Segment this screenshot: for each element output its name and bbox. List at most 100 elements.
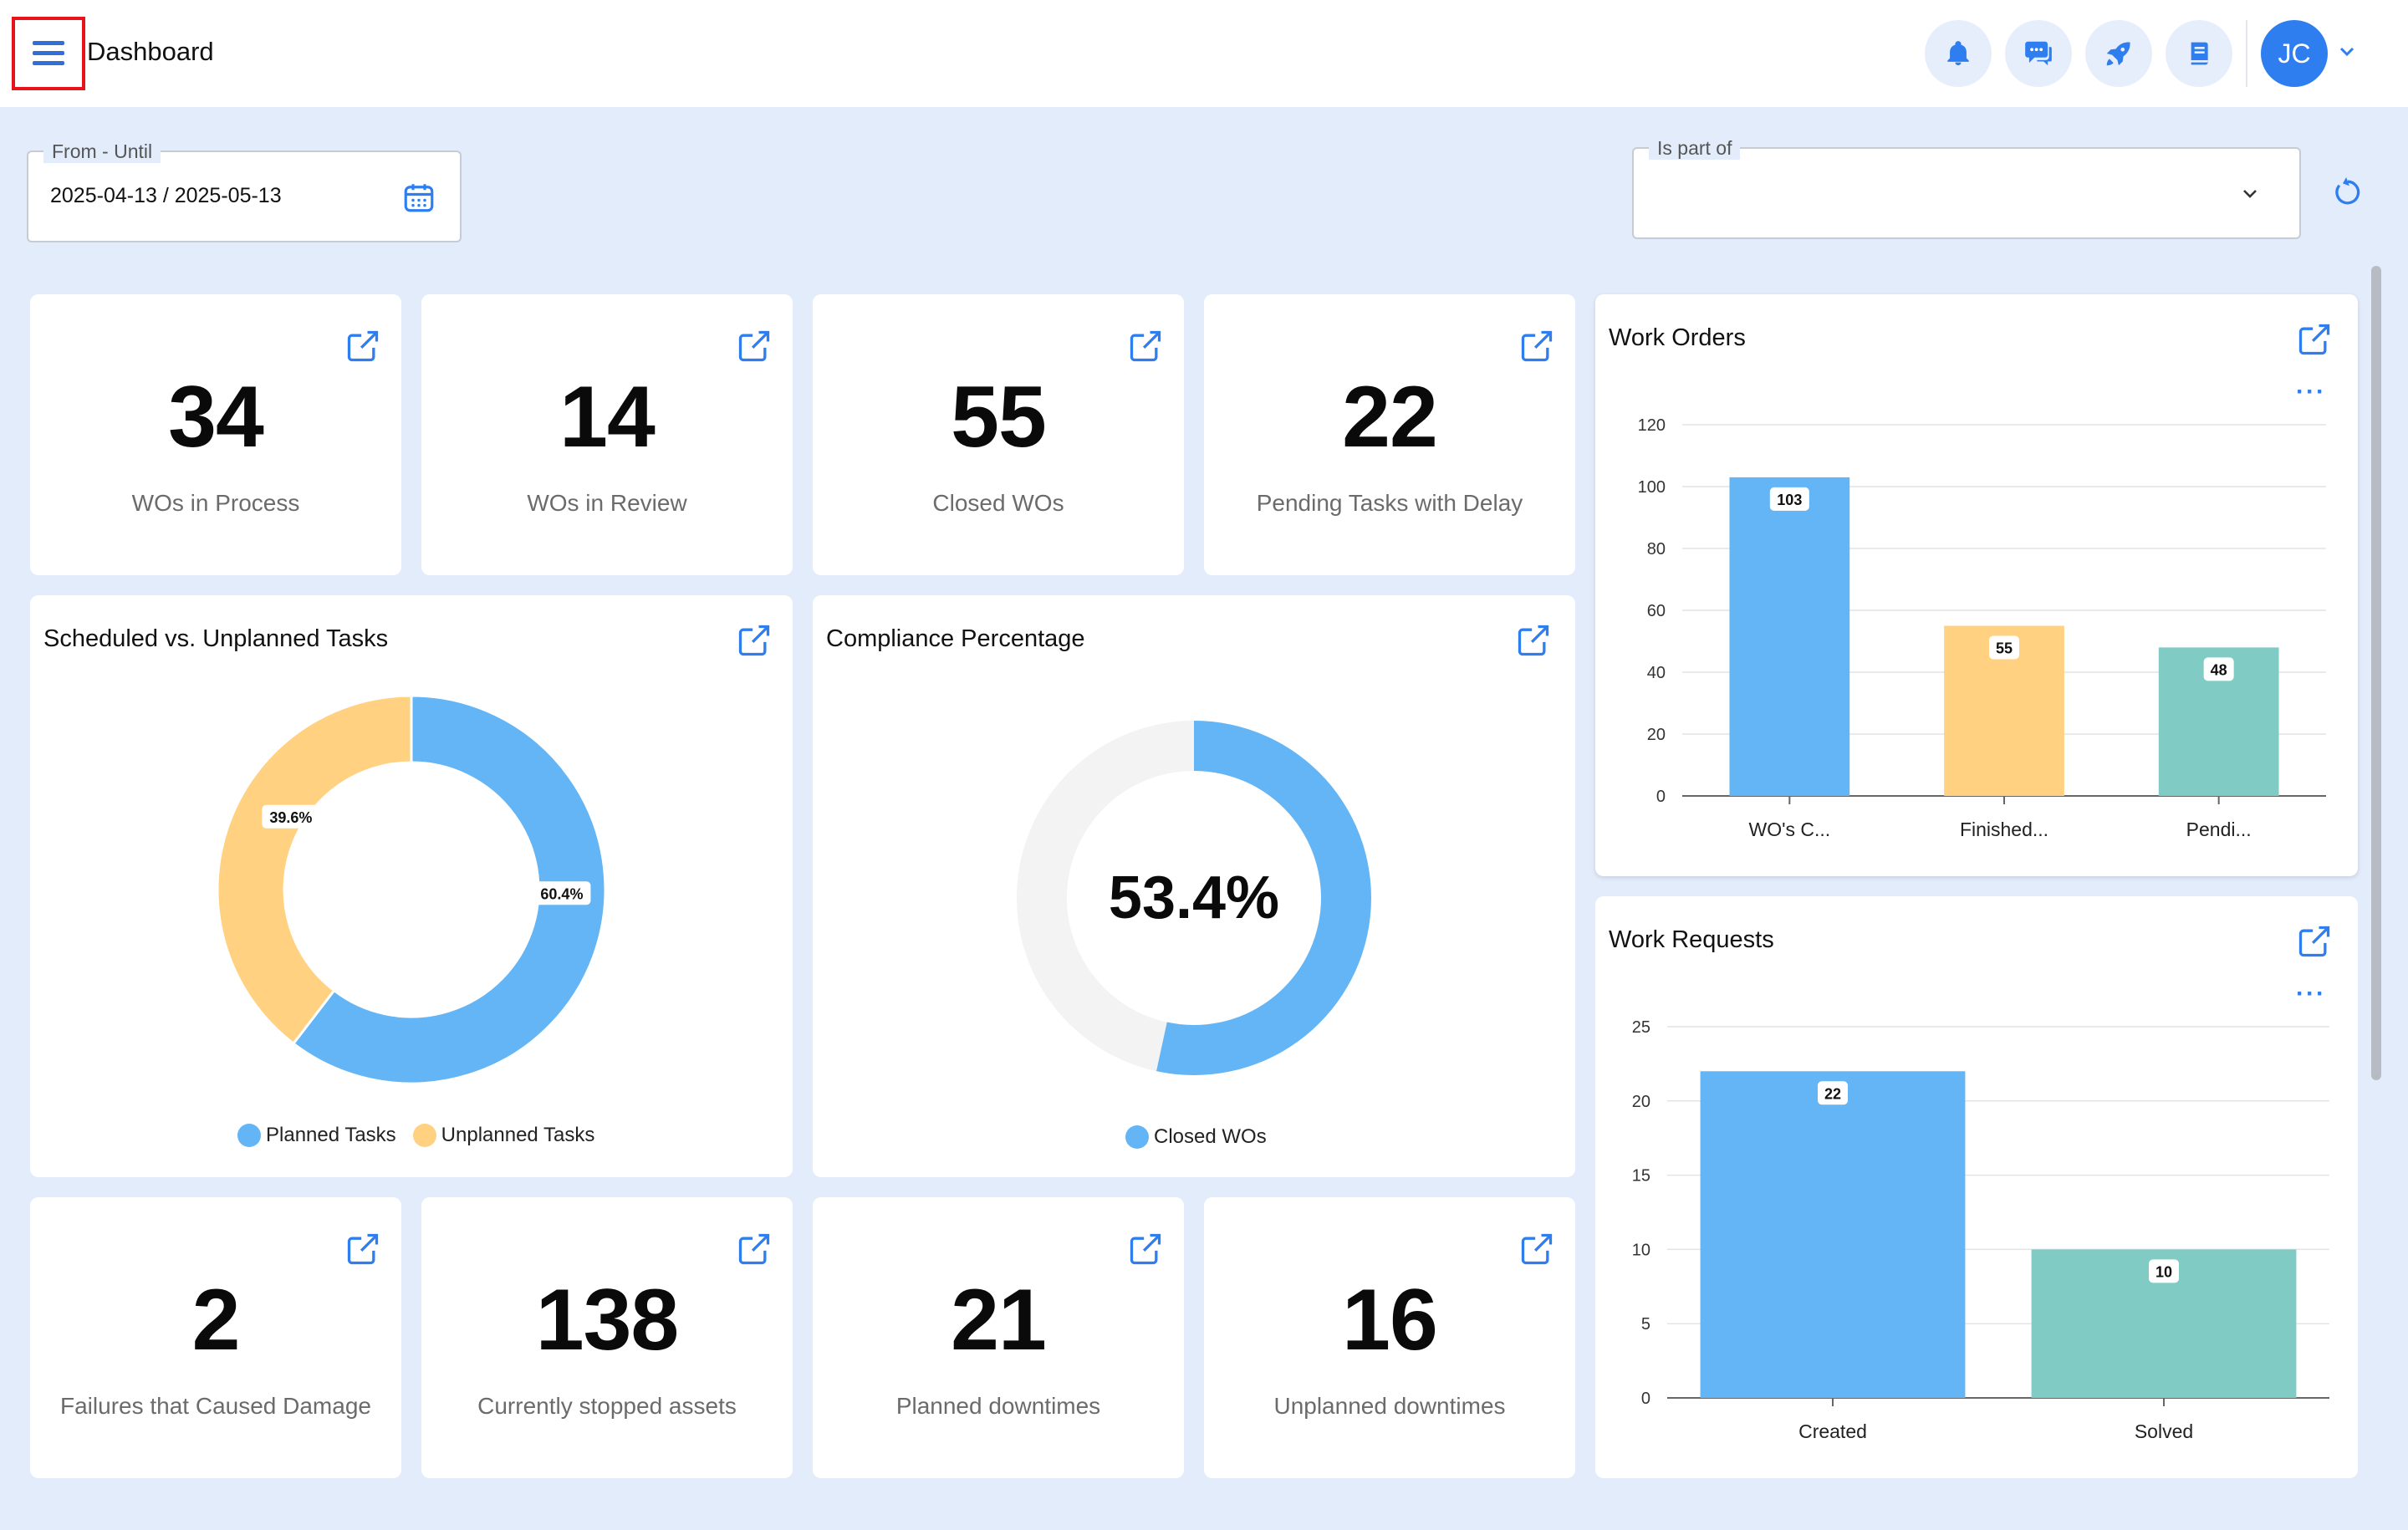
- avatar[interactable]: JC: [2261, 20, 2328, 87]
- card-title: Compliance Percentage: [826, 625, 1085, 652]
- notifications-button[interactable]: [1925, 20, 1992, 87]
- external-link-icon[interactable]: [736, 328, 773, 365]
- external-link-icon[interactable]: [2296, 321, 2333, 358]
- gauge-value-arc[interactable]: [1156, 721, 1371, 1075]
- page-title: Dashboard: [87, 37, 214, 66]
- kpi-label: Pending Tasks with Delay: [1256, 490, 1523, 516]
- svg-text:60.4%: 60.4%: [540, 885, 583, 902]
- external-link-icon[interactable]: [736, 1231, 773, 1267]
- header-divider: [2246, 20, 2247, 87]
- external-link-icon[interactable]: [2296, 923, 2333, 960]
- y-tick-label: 25: [1632, 1018, 1650, 1037]
- slice-data-label: 39.6%: [262, 804, 320, 829]
- bar-data-label: 10: [2149, 1259, 2179, 1283]
- legend-label: Unplanned Tasks: [441, 1124, 595, 1146]
- menu-icon: [33, 41, 64, 66]
- kpi-value: 16: [1342, 1272, 1438, 1369]
- book-icon: [2190, 42, 2208, 65]
- svg-text:55: 55: [1996, 640, 2013, 657]
- x-tick-label: Created: [1798, 1420, 1867, 1442]
- kpi-card-planned-downtimes[interactable]: 21 Planned downtimes: [813, 1197, 1184, 1478]
- y-tick-label: 20: [1632, 1093, 1650, 1111]
- y-tick-label: 0: [1656, 788, 1666, 806]
- date-range-label: From - Until: [43, 140, 161, 163]
- svg-text:48: 48: [2211, 661, 2227, 678]
- y-tick-label: 10: [1632, 1241, 1650, 1259]
- more-options-icon[interactable]: ···: [2296, 378, 2326, 405]
- y-tick-label: 60: [1647, 602, 1666, 620]
- kpi-card-wos-in-process[interactable]: 34 WOs in Process: [30, 294, 401, 575]
- y-tick-label: 100: [1638, 478, 1666, 497]
- y-tick-label: 5: [1641, 1315, 1650, 1334]
- external-link-icon[interactable]: [736, 622, 773, 659]
- kpi-card-wos-in-review[interactable]: 14 WOs in Review: [421, 294, 793, 575]
- bar-data-label: 48: [2203, 657, 2234, 681]
- scheduled-vs-unplanned-card: Scheduled vs. Unplanned Tasks 60.4% 39.6%…: [30, 595, 793, 1177]
- bar-0[interactable]: [1729, 477, 1850, 796]
- external-link-icon[interactable]: [1518, 1231, 1555, 1267]
- external-link-icon[interactable]: [1127, 328, 1164, 365]
- kpi-value: 138: [535, 1272, 680, 1369]
- x-tick-label: WO's C...: [1748, 819, 1830, 840]
- slice-data-label: 60.4%: [533, 881, 591, 905]
- bell-icon: [1947, 41, 1969, 66]
- y-tick-label: 0: [1641, 1390, 1650, 1408]
- whats-new-button[interactable]: [2085, 20, 2152, 87]
- refresh-icon[interactable]: [2329, 174, 2366, 211]
- bar-0[interactable]: [1700, 1071, 1966, 1398]
- x-tick-label: Pendi...: [2186, 819, 2252, 840]
- kpi-card-pending-tasks[interactable]: 22 Pending Tasks with Delay: [1204, 294, 1575, 575]
- y-tick-label: 15: [1632, 1167, 1650, 1186]
- page-scrollbar[interactable]: [2371, 266, 2381, 1080]
- chat-button[interactable]: [2005, 20, 2072, 87]
- scheduled-donut-chart: 60.4% 39.6%: [216, 694, 607, 1085]
- compliance-donut-chart: 53.4%: [1017, 721, 1371, 1075]
- x-tick-label: Finished...: [1960, 819, 2048, 840]
- legend-label: Planned Tasks: [266, 1124, 396, 1146]
- kpi-value: 21: [951, 1272, 1047, 1369]
- kpi-label: Failures that Caused Damage: [60, 1393, 371, 1419]
- work-orders-bar-chart: 0 20 40 60 80 100 120 103 WO's C... 55 Finished...…: [1638, 416, 2326, 840]
- card-title: Work Orders: [1609, 324, 1746, 351]
- is-part-of-label: Is part of: [1649, 137, 1741, 160]
- external-link-icon[interactable]: [1127, 1231, 1164, 1267]
- y-tick-label: 80: [1647, 540, 1666, 558]
- kpi-value: 34: [168, 369, 264, 466]
- kpi-card-closed-wos[interactable]: 55 Closed WOs: [813, 294, 1184, 575]
- kpi-card-stopped-assets[interactable]: 138 Currently stopped assets: [421, 1197, 793, 1478]
- donut-slice-unplanned-tasks[interactable]: [216, 694, 413, 1046]
- kpi-label: Planned downtimes: [895, 1393, 1101, 1419]
- chevron-down-icon[interactable]: [2338, 45, 2356, 59]
- external-link-icon[interactable]: [344, 1231, 381, 1267]
- kpi-card-failures-damage[interactable]: 2 Failures that Caused Damage: [30, 1197, 401, 1478]
- y-tick-label: 120: [1638, 416, 1666, 435]
- y-tick-label: 20: [1647, 726, 1666, 744]
- more-options-icon[interactable]: ···: [2296, 980, 2326, 1007]
- kpi-label: Currently stopped assets: [477, 1393, 737, 1419]
- external-link-icon[interactable]: [1518, 328, 1555, 365]
- kpi-label: Closed WOs: [932, 490, 1064, 516]
- bar-data-label: 22: [1818, 1081, 1848, 1105]
- external-link-icon[interactable]: [344, 328, 381, 365]
- legend-dot: [237, 1124, 261, 1147]
- gauge-center-value: 53.4%: [1109, 864, 1279, 931]
- kpi-label: WOs in Process: [131, 490, 300, 516]
- calendar-icon[interactable]: [401, 179, 436, 216]
- kpi-value: 2: [191, 1272, 241, 1369]
- compliance-percentage-card: Compliance Percentage 53.4% Closed WOs: [813, 595, 1575, 1177]
- external-link-icon[interactable]: [1515, 622, 1552, 659]
- kpi-value: 14: [559, 369, 656, 466]
- legend-label: Closed WOs: [1154, 1125, 1267, 1148]
- svg-text:10: 10: [2155, 1263, 2172, 1280]
- chat-icon: [2025, 41, 2052, 66]
- top-header: Dashboard JC: [0, 0, 2408, 107]
- avatar-initials: JC: [2278, 38, 2311, 69]
- bar-data-label: 55: [1989, 635, 2019, 660]
- kpi-card-unplanned-downtimes[interactable]: 16 Unplanned downtimes: [1204, 1197, 1575, 1478]
- docs-button[interactable]: [2166, 20, 2232, 87]
- kpi-value: 55: [951, 369, 1047, 466]
- date-range-field[interactable]: From - Until 2025-04-13 / 2025-05-13: [27, 140, 462, 242]
- donut-slice-planned-tasks[interactable]: [291, 694, 607, 1085]
- is-part-of-select[interactable]: Is part of: [1632, 137, 2301, 239]
- menu-button[interactable]: [12, 17, 85, 90]
